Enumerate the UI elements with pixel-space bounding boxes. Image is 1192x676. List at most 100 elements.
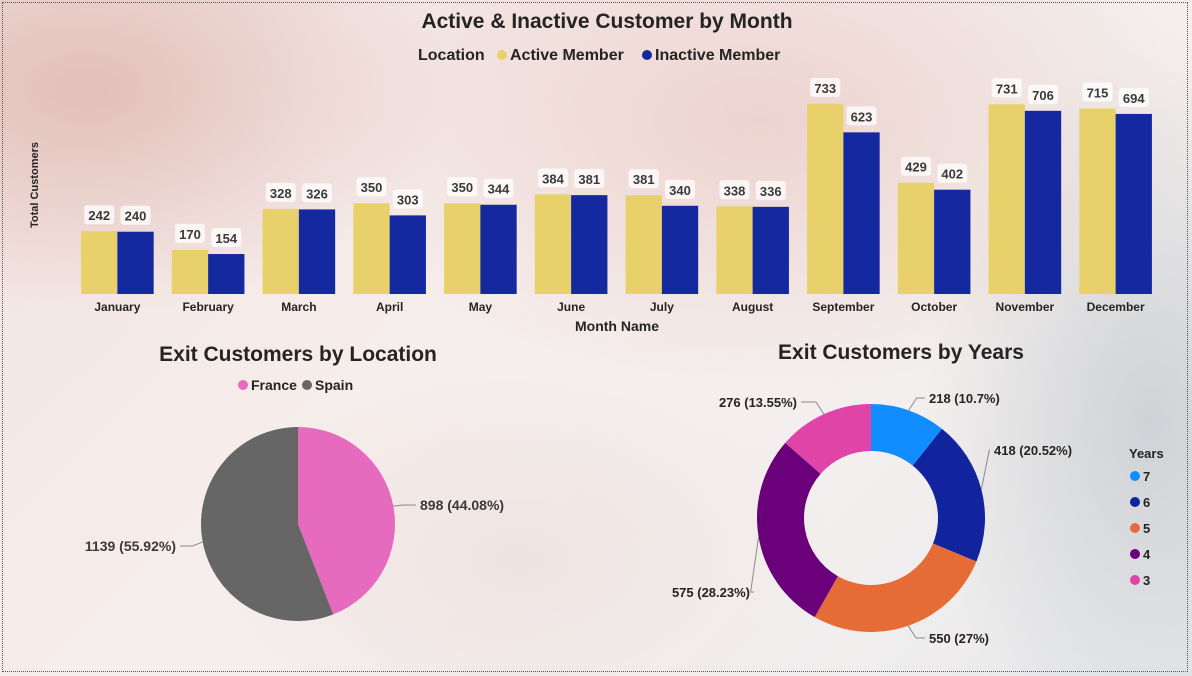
bar-label-september-active-member: 733	[814, 81, 836, 96]
bar-label-bg	[447, 177, 478, 197]
legend-label-spain[interactable]: Spain	[315, 377, 353, 393]
donut-label-year-4: 575 (28.23%)	[672, 585, 750, 600]
bar-july-active-member[interactable]	[625, 195, 662, 294]
bar-november-active-member[interactable]	[988, 104, 1025, 294]
legend-marker-active	[497, 50, 507, 60]
bar-label-september-inactive-member: 623	[851, 109, 873, 124]
years-legend-label-7[interactable]: 7	[1143, 469, 1150, 484]
years-legend-label-3[interactable]: 3	[1143, 573, 1150, 588]
legend-label-france[interactable]: France	[251, 377, 297, 393]
bar-june-inactive-member[interactable]	[571, 195, 608, 294]
pie-slice-spain[interactable]	[200, 427, 334, 621]
bar-label-may-inactive-member: 344	[488, 182, 510, 197]
bar-september-inactive-member[interactable]	[843, 132, 880, 294]
bar-june-active-member[interactable]	[534, 194, 572, 294]
bar-label-october-inactive-member: 402	[941, 167, 963, 182]
years-legend-marker-3	[1130, 575, 1140, 585]
x-tick-february: February	[182, 300, 234, 314]
x-tick-january: January	[94, 300, 140, 314]
bar-may-active-member[interactable]	[444, 203, 481, 294]
pie-label-spain: 1139 (55.92%)	[85, 538, 176, 554]
donut-chart-title: Exit Customers by Years	[778, 341, 1024, 364]
bar-august-active-member[interactable]	[716, 206, 753, 294]
bar-label-december-active-member: 715	[1087, 85, 1109, 100]
years-legend-marker-6	[1130, 497, 1140, 507]
bar-label-bg	[120, 205, 151, 225]
bar-chart-title: Active & Inactive Customer by Month	[421, 10, 792, 33]
years-legend-label-4[interactable]: 4	[1143, 547, 1151, 562]
pie-chart-legend: France Spain	[238, 377, 353, 393]
years-legend: Years 7 6 5 4 3	[1129, 446, 1164, 588]
bar-may-inactive-member[interactable]	[480, 204, 517, 294]
bar-march-active-member[interactable]	[262, 208, 299, 294]
bar-label-bg	[719, 180, 750, 200]
bar-january-active-member[interactable]	[81, 231, 118, 294]
donut-label-year-7: 218 (10.7%)	[929, 391, 1000, 406]
donut-slice-year-7[interactable]	[871, 404, 943, 466]
bar-label-bg	[1118, 87, 1149, 107]
donut-leader-line	[980, 449, 990, 490]
donut-plot: 218 (10.7%) 418 (20.52%) 550 (27%) 575 (28.…	[672, 391, 1072, 646]
bar-label-bg	[174, 223, 205, 243]
x-tick-april: April	[376, 300, 403, 314]
bar-label-bg	[483, 178, 514, 198]
bar-label-bg	[991, 78, 1022, 98]
legend-label-active[interactable]: Active Member	[510, 47, 624, 64]
bar-label-bg	[937, 163, 968, 183]
bar-september-active-member[interactable]	[807, 103, 844, 294]
years-legend-label-5[interactable]: 5	[1143, 521, 1150, 536]
bar-label-january-inactive-member: 240	[125, 209, 147, 224]
bar-label-bg	[1082, 82, 1113, 102]
bar-label-bg	[755, 180, 786, 200]
bar-label-july-active-member: 381	[633, 172, 655, 187]
bar-chart-plot: 242 240 January 170 154 February 328 326 March 35…	[81, 77, 1152, 314]
bar-label-april-active-member: 350	[361, 180, 383, 195]
donut-label-year-6: 418 (20.52%)	[994, 443, 1072, 458]
bar-label-february-active-member: 170	[179, 227, 201, 242]
pie-leader-line	[393, 504, 416, 507]
y-axis-title: Total Customers	[29, 142, 41, 228]
bar-april-active-member[interactable]	[353, 203, 390, 294]
pie-slice-france[interactable]	[298, 427, 395, 615]
bar-february-active-member[interactable]	[171, 249, 209, 294]
x-tick-september: September	[812, 300, 874, 314]
years-legend-title: Years	[1129, 446, 1164, 461]
x-axis-title: Month Name	[575, 318, 659, 334]
bar-label-november-active-member: 731	[996, 81, 1018, 96]
bar-label-bg	[302, 183, 333, 203]
years-legend-label-6[interactable]: 6	[1143, 495, 1150, 510]
bar-label-november-inactive-member: 706	[1032, 88, 1054, 103]
bar-october-active-member[interactable]	[897, 182, 935, 294]
bar-label-august-inactive-member: 336	[760, 184, 782, 199]
bar-december-inactive-member[interactable]	[1115, 113, 1152, 294]
pie-label-france: 898 (44.08%)	[420, 497, 504, 513]
bar-august-inactive-member[interactable]	[752, 206, 789, 294]
years-legend-marker-5	[1130, 523, 1140, 533]
bar-march-inactive-member[interactable]	[298, 209, 336, 294]
donut-slice-year-4[interactable]	[757, 442, 838, 618]
bar-label-may-active-member: 350	[451, 180, 473, 195]
bar-label-bg	[1028, 84, 1059, 104]
bar-april-inactive-member[interactable]	[389, 215, 426, 294]
bar-november-inactive-member[interactable]	[1024, 110, 1062, 294]
bar-february-inactive-member[interactable]	[208, 254, 245, 294]
bar-october-inactive-member[interactable]	[934, 189, 971, 294]
pie-leader-line	[180, 541, 203, 547]
bar-label-july-inactive-member: 340	[669, 183, 691, 198]
bar-label-bg	[84, 205, 115, 225]
bar-january-inactive-member[interactable]	[117, 231, 154, 294]
donut-slice-year-5[interactable]	[814, 543, 977, 632]
pie-plot: 898 (44.08%) 1139 (55.92%)	[85, 427, 504, 621]
donut-label-year-3: 276 (13.55%)	[719, 395, 797, 410]
donut-leader-line	[801, 401, 825, 415]
donut-slice-year-6[interactable]	[912, 428, 986, 562]
legend-label-inactive[interactable]: Inactive Member	[655, 47, 780, 64]
bar-july-inactive-member[interactable]	[661, 205, 699, 294]
donut-slice-year-3[interactable]	[785, 404, 871, 474]
active-inactive-bar-chart[interactable]: Active & Inactive Customer by Month Loca…	[0, 0, 1192, 340]
bar-december-active-member[interactable]	[1079, 108, 1116, 295]
bar-label-february-inactive-member: 154	[215, 231, 237, 246]
legend-marker-france	[238, 380, 248, 390]
donut-leader-line	[908, 397, 925, 411]
